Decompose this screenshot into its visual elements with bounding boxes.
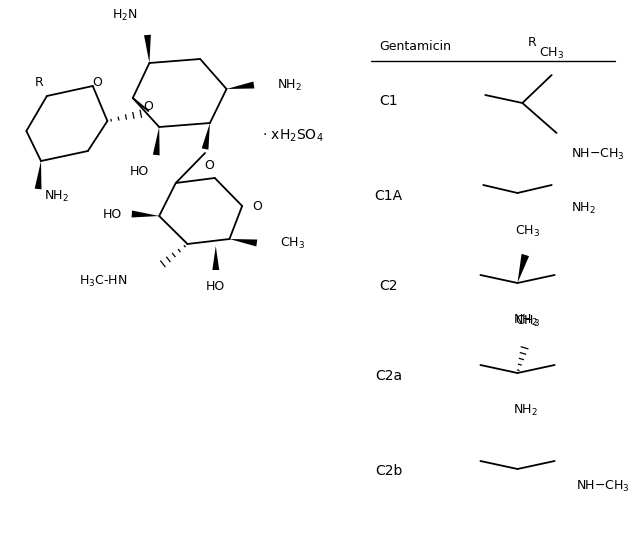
- Text: H$_2$N: H$_2$N: [112, 8, 138, 23]
- Text: NH$_2$: NH$_2$: [571, 201, 596, 216]
- Text: HO: HO: [103, 208, 122, 220]
- Polygon shape: [227, 82, 254, 89]
- Text: HO: HO: [206, 280, 225, 293]
- Polygon shape: [230, 239, 257, 246]
- Text: C2a: C2a: [375, 369, 402, 383]
- Text: O: O: [93, 77, 102, 89]
- Text: O: O: [252, 199, 262, 213]
- Text: CH$_3$: CH$_3$: [280, 235, 305, 251]
- Text: O: O: [204, 159, 214, 172]
- Text: R: R: [35, 77, 44, 89]
- Text: CH$_3$: CH$_3$: [515, 224, 540, 239]
- Text: C2b: C2b: [375, 464, 403, 478]
- Polygon shape: [153, 127, 159, 155]
- Text: · xH$_2$SO$_4$: · xH$_2$SO$_4$: [262, 128, 324, 144]
- Text: NH$_2$: NH$_2$: [513, 313, 538, 328]
- Polygon shape: [202, 123, 210, 150]
- Polygon shape: [212, 246, 220, 270]
- Polygon shape: [518, 254, 529, 283]
- Text: H$_3$C-HN: H$_3$C-HN: [79, 274, 127, 289]
- Text: NH$-$CH$_3$: NH$-$CH$_3$: [576, 479, 630, 494]
- Text: NH$_2$: NH$_2$: [277, 78, 302, 93]
- Text: C2: C2: [380, 279, 398, 293]
- Text: NH$_2$: NH$_2$: [44, 189, 69, 204]
- Text: R: R: [528, 36, 536, 49]
- Text: HO: HO: [130, 165, 149, 178]
- Text: C1A: C1A: [374, 189, 403, 203]
- Text: CH$_3$: CH$_3$: [539, 46, 564, 61]
- Text: NH$-$CH$_3$: NH$-$CH$_3$: [571, 147, 625, 162]
- Text: NH$_2$: NH$_2$: [513, 403, 538, 418]
- Polygon shape: [35, 161, 42, 190]
- Text: C1: C1: [380, 94, 398, 108]
- Polygon shape: [144, 35, 151, 63]
- Polygon shape: [132, 210, 159, 218]
- Text: Gentamicin: Gentamicin: [379, 40, 451, 53]
- Text: CH$_3$: CH$_3$: [515, 314, 540, 329]
- Text: O: O: [143, 100, 154, 114]
